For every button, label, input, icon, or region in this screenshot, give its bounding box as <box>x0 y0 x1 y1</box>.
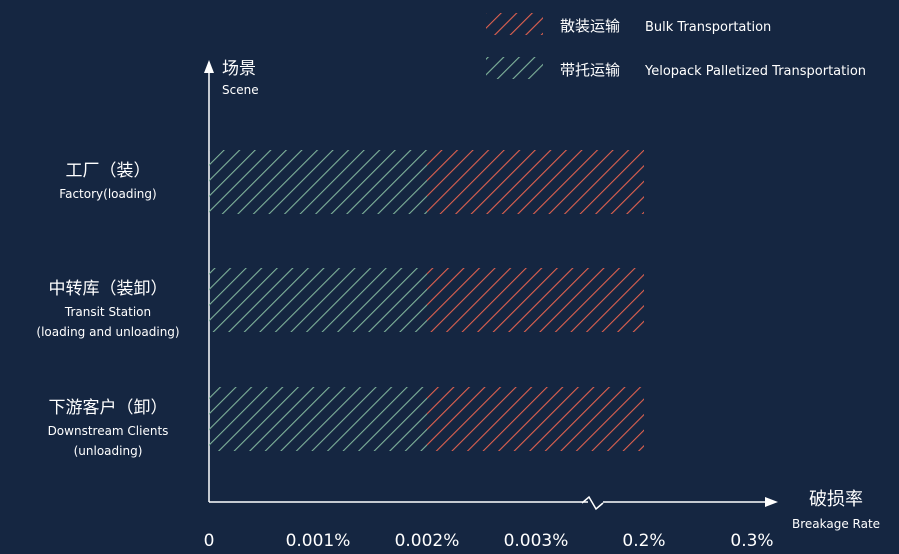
axis-break-mark <box>581 495 604 511</box>
x-axis-title-en: Breakage Rate <box>792 517 880 531</box>
bar-pallet-1 <box>209 268 427 332</box>
legend-label-pallet-zh: 带托运输 <box>560 61 620 79</box>
x-tick-labels-layer: 0 0.001% 0.002% 0.003% 0.2% 0.3% <box>204 531 774 551</box>
x-tick-label-4: 0.2% <box>622 531 665 551</box>
bar-pallet-0 <box>209 150 427 214</box>
legend-label-pallet-en: Yelopack Palletized Transportation <box>644 64 866 79</box>
bar-bulk-0 <box>427 150 644 214</box>
category-label-zh-2: 下游客户（卸） <box>49 398 168 418</box>
category-label-en-0-0: Factory(loading) <box>59 187 156 201</box>
legend-swatch-bulk <box>486 13 543 35</box>
bar-pallet-2 <box>209 387 427 451</box>
bar-bulk-1 <box>427 268 644 332</box>
legend-label-bulk-zh: 散装运输 <box>560 17 620 35</box>
x-tick-label-0: 0 <box>204 531 215 551</box>
x-tick-label-5: 0.3% <box>730 531 773 551</box>
x-axis-title-zh: 破损率 <box>809 489 863 510</box>
category-label-en-2-1: (unloading) <box>74 444 143 458</box>
x-tick-label-2: 0.002% <box>395 531 460 551</box>
category-label-en-1-1: (loading and unloading) <box>36 325 179 339</box>
x-tick-label-1: 0.001% <box>286 531 351 551</box>
legend: 散装运输 Bulk Transportation 带托运输 Yelopack P… <box>486 13 866 79</box>
x-axis-arrow <box>765 497 778 507</box>
legend-label-bulk-en: Bulk Transportation <box>645 20 771 35</box>
category-label-zh-0: 工厂（装） <box>66 161 151 181</box>
category-label-en-2-0: Downstream Clients <box>48 424 169 438</box>
y-axis-arrow <box>204 60 214 73</box>
legend-item-pallet: 带托运输 Yelopack Palletized Transportation <box>486 57 866 79</box>
bar-bulk-2 <box>427 387 644 451</box>
y-axis-title-zh: 场景 <box>222 59 256 79</box>
category-label-zh-1: 中转库（装卸） <box>49 279 168 299</box>
bars-layer <box>209 150 644 451</box>
y-axis-title-en: Scene <box>222 83 259 97</box>
legend-item-bulk: 散装运输 Bulk Transportation <box>486 13 771 35</box>
legend-swatch-pallet <box>486 57 543 79</box>
category-labels-layer: 工厂（装） Factory(loading) 中转库（装卸） Transit Stat… <box>36 161 179 458</box>
x-tick-label-3: 0.003% <box>504 531 569 551</box>
category-label-en-1-0: Transit Station <box>64 305 151 319</box>
